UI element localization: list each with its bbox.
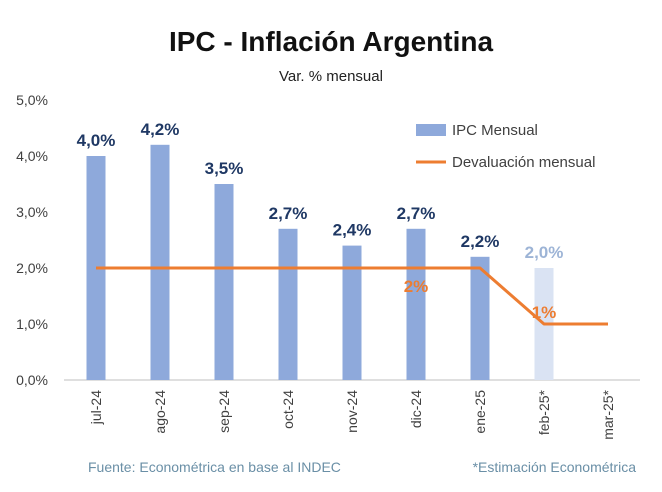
- chart-title: IPC - Inflación Argentina: [168, 26, 494, 57]
- x-tick-label: jul-24: [88, 390, 104, 425]
- source-note: Fuente: Econométrica en base al INDEC: [88, 459, 341, 475]
- x-tick-label: feb-25*: [536, 389, 552, 435]
- x-tick-label: ene-25: [472, 390, 488, 434]
- bar-data-label: 4,0%: [77, 131, 116, 150]
- y-tick-label: 0,0%: [16, 372, 48, 388]
- bar-data-label: 2,2%: [461, 232, 500, 251]
- bar-ipc-sep-24: [214, 184, 234, 380]
- bar-ipc-ago-24: [150, 144, 170, 380]
- bar-ipc-oct-24: [278, 228, 298, 380]
- bar-ipc-dic-24: [406, 228, 426, 380]
- bar-ipc-ene-25: [470, 256, 490, 380]
- chart-subtitle: Var. % mensual: [279, 68, 383, 85]
- legend-swatch-ipc: [416, 124, 446, 136]
- x-tick-label: sep-24: [216, 390, 232, 433]
- x-tick-label: ago-24: [152, 390, 168, 434]
- bar-data-label: 3,5%: [205, 159, 244, 178]
- x-tick-label: nov-24: [344, 390, 360, 433]
- bar-data-label: 2,4%: [333, 221, 372, 240]
- line-devaluacion: [96, 266, 608, 326]
- y-tick-label: 1,0%: [16, 316, 48, 332]
- y-tick-label: 5,0%: [16, 92, 48, 108]
- y-tick-label: 2,0%: [16, 260, 48, 276]
- legend-label-ipc: IPC Mensual: [452, 122, 538, 139]
- y-tick-label: 3,0%: [16, 204, 48, 220]
- bar-ipc-nov-24: [342, 245, 362, 380]
- y-tick-label: 4,0%: [16, 148, 48, 164]
- estimate-note: *Estimación Econométrica: [472, 459, 636, 475]
- line-data-label: 1%: [532, 303, 557, 322]
- x-tick-label: oct-24: [280, 390, 296, 429]
- legend-label-devaluacion: Devaluación mensual: [452, 154, 595, 171]
- line-data-label: 2%: [404, 277, 429, 296]
- bar-data-label: 2,7%: [269, 204, 308, 223]
- x-tick-label: mar-25*: [600, 389, 616, 439]
- x-tick-label: dic-24: [408, 390, 424, 428]
- bar-data-label: 4,2%: [141, 120, 180, 139]
- bar-data-label: 2,0%: [525, 243, 564, 262]
- bar-data-label: 2,7%: [397, 204, 436, 223]
